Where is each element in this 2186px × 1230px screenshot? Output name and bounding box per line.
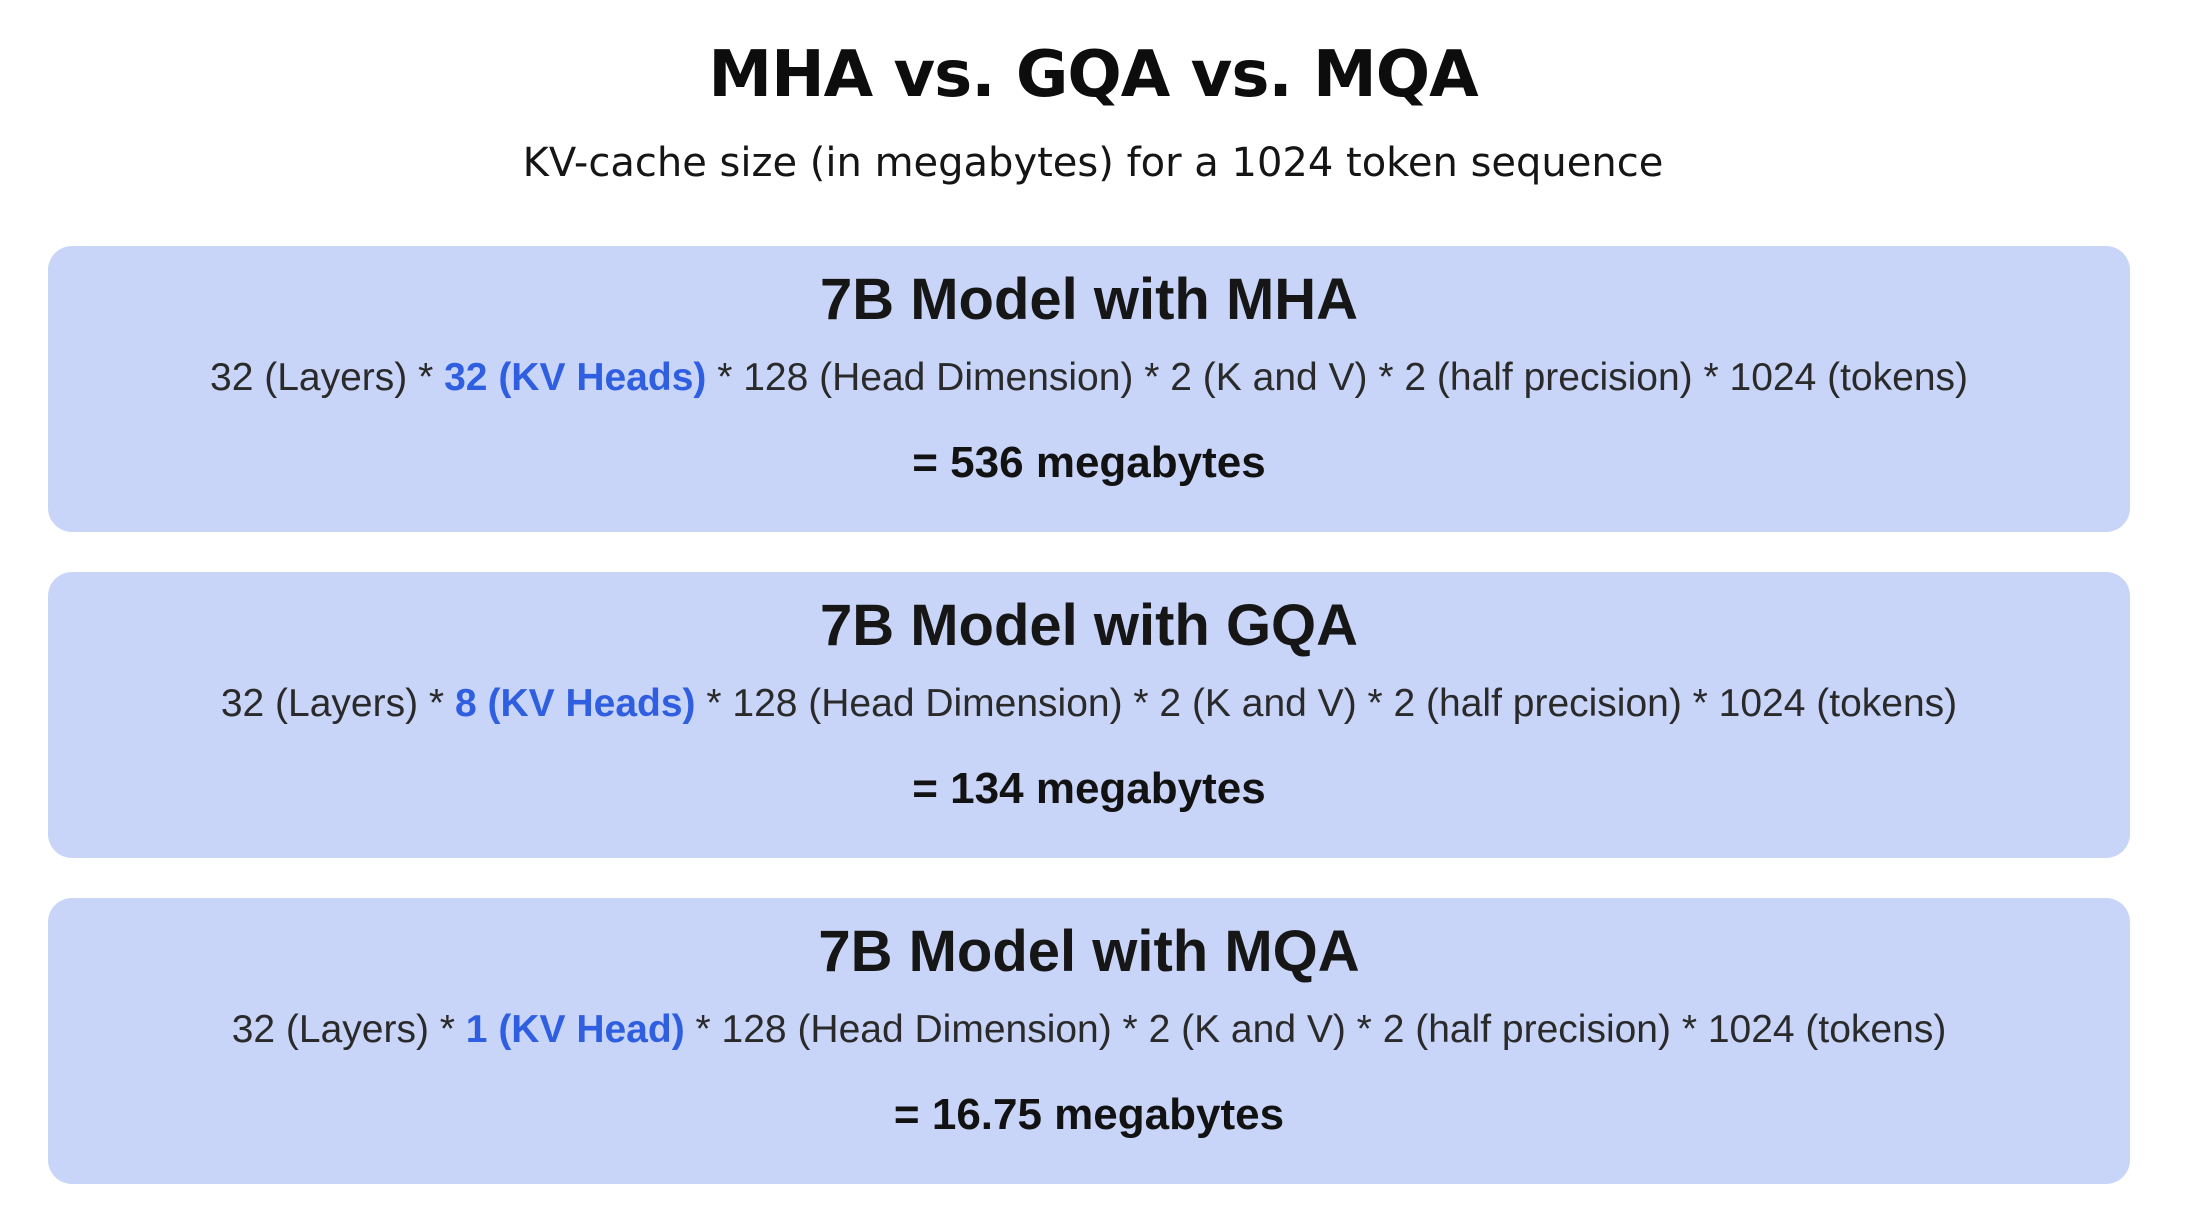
result: = 536 megabytes xyxy=(912,438,1266,487)
formula-suffix: * 128 (Head Dimension) * 2 (K and V) * 2… xyxy=(695,682,1958,725)
card-mha: 7B Model with MHA 32 (Layers) * 32 (KV H… xyxy=(48,246,2130,532)
card-gqa: 7B Model with GQA 32 (Layers) * 8 (KV He… xyxy=(48,572,2130,858)
formula-suffix: * 128 (Head Dimension) * 2 (K and V) * 2… xyxy=(684,1008,1947,1051)
formula: 32 (Layers) * 32 (KV Heads) * 128 (Head … xyxy=(48,356,2130,400)
formula: 32 (Layers) * 1 (KV Head) * 128 (Head Di… xyxy=(48,1008,2130,1052)
formula-prefix: 32 (Layers) * xyxy=(231,1008,466,1051)
page-title: MHA vs. GQA vs. MQA xyxy=(708,38,1478,112)
card-mqa: 7B Model with MQA 32 (Layers) * 1 (KV He… xyxy=(48,898,2130,1184)
formula-kv-heads: 8 (KV Heads) xyxy=(454,682,696,725)
result: = 134 megabytes xyxy=(912,764,1266,813)
page-subtitle: KV-cache size (in megabytes) for a 1024 … xyxy=(522,140,1664,186)
formula-prefix: 32 (Layers) * xyxy=(220,682,455,725)
formula-prefix: 32 (Layers) * xyxy=(210,356,445,399)
formula-kv-heads: 1 (KV Head) xyxy=(465,1008,685,1051)
card-title: 7B Model with GQA xyxy=(819,593,1359,658)
card-title: 7B Model with MQA xyxy=(818,919,1360,984)
result: = 16.75 megabytes xyxy=(893,1090,1285,1139)
card-title: 7B Model with MHA xyxy=(819,267,1359,332)
formula-kv-heads: 32 (KV Heads) xyxy=(444,356,707,399)
formula-suffix: * 128 (Head Dimension) * 2 (K and V) * 2… xyxy=(706,356,1968,399)
formula: 32 (Layers) * 8 (KV Heads) * 128 (Head D… xyxy=(48,682,2130,726)
